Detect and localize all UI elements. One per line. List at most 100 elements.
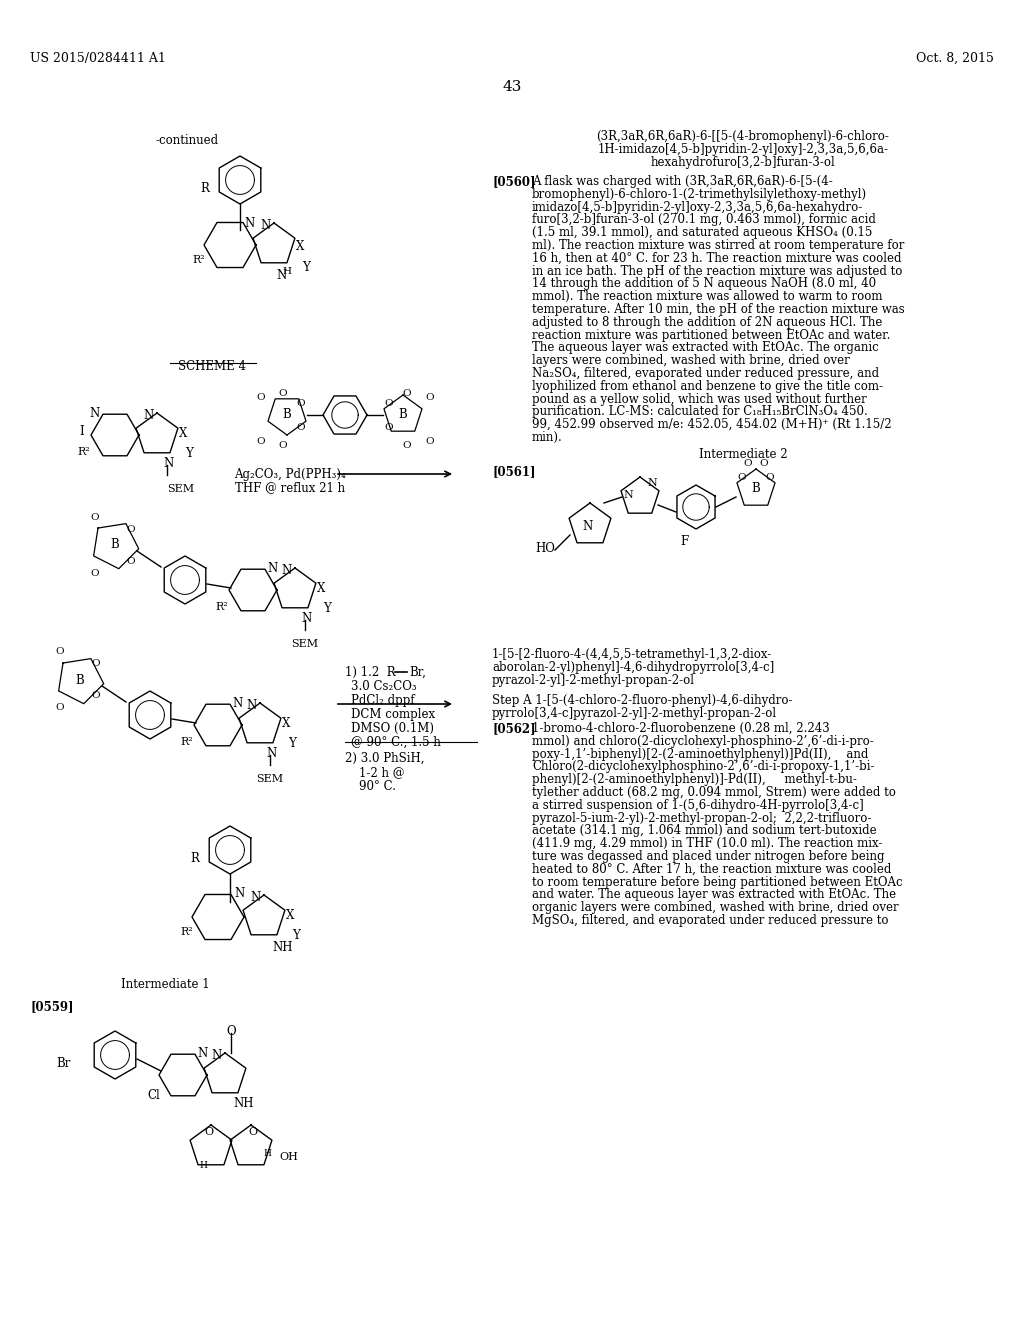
Text: O: O	[402, 389, 412, 399]
Text: and water. The aqueous layer was extracted with EtOAc. The: and water. The aqueous layer was extract…	[532, 888, 896, 902]
Text: Y: Y	[323, 602, 331, 615]
Text: O: O	[425, 437, 433, 446]
Text: Ag₂CO₃, Pd(PPH₃)₄: Ag₂CO₃, Pd(PPH₃)₄	[234, 469, 346, 480]
Text: THF @ reflux 21 h: THF @ reflux 21 h	[234, 480, 345, 494]
Text: R: R	[200, 182, 209, 195]
Text: Oct. 8, 2015: Oct. 8, 2015	[916, 51, 994, 65]
Text: X: X	[179, 426, 187, 440]
Text: SCHEME 4: SCHEME 4	[178, 360, 246, 374]
Text: O: O	[205, 1127, 214, 1137]
Text: The aqueous layer was extracted with EtOAc. The organic: The aqueous layer was extracted with EtO…	[532, 342, 879, 354]
Text: O: O	[385, 399, 393, 408]
Text: Y: Y	[302, 261, 310, 275]
Text: O: O	[297, 399, 305, 408]
Text: 1-[5-[2-fluoro-4-(4,4,5,5-tetramethyl-1,3,2-diox-: 1-[5-[2-fluoro-4-(4,4,5,5-tetramethyl-1,…	[492, 648, 772, 661]
Text: R²: R²	[180, 737, 193, 747]
Text: mmol) and chloro(2-dicyclohexyl-phosphino-2’,6’-di-i-pro-: mmol) and chloro(2-dicyclohexyl-phosphin…	[532, 735, 873, 748]
Text: N: N	[247, 700, 257, 711]
Text: R²: R²	[215, 602, 227, 612]
Text: layers were combined, washed with brine, dried over: layers were combined, washed with brine,…	[532, 354, 850, 367]
Text: O: O	[402, 441, 412, 450]
Text: 16 h, then at 40° C. for 23 h. The reaction mixture was cooled: 16 h, then at 40° C. for 23 h. The react…	[532, 252, 901, 265]
Text: X: X	[282, 717, 291, 730]
Text: acetate (314.1 mg, 1.064 mmol) and sodium tert-butoxide: acetate (314.1 mg, 1.064 mmol) and sodiu…	[532, 825, 877, 837]
Text: 1-bromo-4-chloro-2-fluorobenzene (0.28 ml, 2.243: 1-bromo-4-chloro-2-fluorobenzene (0.28 m…	[532, 722, 829, 735]
Text: N: N	[212, 1049, 222, 1063]
Text: pyrrolo[3,4-c]pyrazol-2-yl]-2-methyl-propan-2-ol: pyrrolo[3,4-c]pyrazol-2-yl]-2-methyl-pro…	[492, 708, 777, 719]
Text: F: F	[680, 535, 688, 548]
Text: N: N	[282, 564, 292, 577]
Text: MgSO₄, filtered, and evaporated under reduced pressure to: MgSO₄, filtered, and evaporated under re…	[532, 913, 889, 927]
Text: N: N	[163, 457, 173, 470]
Text: min).: min).	[532, 432, 563, 444]
Text: to room temperature before being partitioned between EtOAc: to room temperature before being partiti…	[532, 875, 902, 888]
Text: DCM complex: DCM complex	[351, 708, 435, 721]
Text: pound as a yellow solid, which was used without further: pound as a yellow solid, which was used …	[532, 392, 866, 405]
Text: N: N	[234, 887, 245, 900]
Text: B: B	[398, 408, 408, 421]
Text: SEM: SEM	[167, 484, 195, 494]
Text: N: N	[198, 1047, 208, 1060]
Text: a stirred suspension of 1-(5,6-dihydro-4H-pyrrolo[3,4-c]: a stirred suspension of 1-(5,6-dihydro-4…	[532, 799, 864, 812]
Text: 2) 3.0 PhSiH,: 2) 3.0 PhSiH,	[345, 752, 425, 766]
Text: ml). The reaction mixture was stirred at room temperature for: ml). The reaction mixture was stirred at…	[532, 239, 904, 252]
Text: O: O	[249, 1127, 258, 1137]
Text: O: O	[91, 569, 99, 578]
Text: X: X	[286, 909, 294, 921]
Text: N: N	[261, 219, 271, 232]
Text: mmol). The reaction mixture was allowed to warm to room: mmol). The reaction mixture was allowed …	[532, 290, 883, 304]
Text: O: O	[297, 422, 305, 432]
Text: Br,: Br,	[409, 667, 426, 678]
Text: (411.9 mg, 4.29 mmol) in THF (10.0 ml). The reaction mix-: (411.9 mg, 4.29 mmol) in THF (10.0 ml). …	[532, 837, 883, 850]
Text: SEM: SEM	[292, 639, 318, 649]
Text: pyrazol-2-yl]-2-methyl-propan-2-ol: pyrazol-2-yl]-2-methyl-propan-2-ol	[492, 675, 695, 686]
Text: 43: 43	[503, 81, 521, 94]
Text: NH: NH	[233, 1097, 254, 1110]
Text: 1-2 h @: 1-2 h @	[359, 766, 404, 779]
Text: [0559]: [0559]	[30, 1001, 74, 1012]
Text: A flask was charged with (3R,3aR,6R,6aR)-6-[5-(4-: A flask was charged with (3R,3aR,6R,6aR)…	[532, 176, 833, 187]
Text: N: N	[647, 478, 656, 488]
Text: OH: OH	[279, 1152, 298, 1162]
Text: -continued: -continued	[155, 135, 218, 147]
Text: N: N	[301, 612, 311, 624]
Text: X: X	[296, 240, 304, 253]
Text: poxy-1,1’-biphenyl)[2-(2-aminoethylphenyl)]Pd(II),    and: poxy-1,1’-biphenyl)[2-(2-aminoethylpheny…	[532, 747, 868, 760]
Text: pyrazol-5-ium-2-yl)-2-methyl-propan-2-ol;  2,2,2-trifluoro-: pyrazol-5-ium-2-yl)-2-methyl-propan-2-ol…	[532, 812, 871, 825]
Text: US 2015/0284411 A1: US 2015/0284411 A1	[30, 51, 166, 65]
Text: O: O	[743, 458, 753, 467]
Text: [0560]: [0560]	[492, 176, 536, 187]
Text: organic layers were combined, washed with brine, dried over: organic layers were combined, washed wit…	[532, 902, 899, 915]
Text: hexahydrofuro[3,2-b]furan-3-ol: hexahydrofuro[3,2-b]furan-3-ol	[650, 156, 836, 169]
Text: H: H	[263, 1148, 271, 1158]
Text: N: N	[144, 409, 155, 422]
Text: X: X	[317, 582, 326, 595]
Text: N: N	[90, 407, 100, 420]
Text: O: O	[279, 441, 288, 450]
Text: Y: Y	[288, 737, 296, 750]
Text: B: B	[283, 408, 292, 421]
Text: B: B	[76, 673, 84, 686]
Text: O: O	[55, 648, 65, 656]
Text: furo[3,2-b]furan-3-ol (270.1 mg, 0.463 mmol), formic acid: furo[3,2-b]furan-3-ol (270.1 mg, 0.463 m…	[532, 214, 876, 227]
Text: H: H	[199, 1162, 207, 1170]
Text: (1.5 ml, 39.1 mmol), and saturated aqueous KHSO₄ (0.15: (1.5 ml, 39.1 mmol), and saturated aqueo…	[532, 226, 872, 239]
Text: N: N	[276, 269, 287, 282]
Text: lyophilized from ethanol and benzene to give the title com-: lyophilized from ethanol and benzene to …	[532, 380, 883, 393]
Text: O: O	[55, 704, 65, 713]
Text: 1H-imidazo[4,5-b]pyridin-2-yl]oxy]-2,3,3a,5,6,6a-: 1H-imidazo[4,5-b]pyridin-2-yl]oxy]-2,3,3…	[597, 143, 889, 156]
Text: purification. LC-MS: calculated for C₁₈H₁₅BrClN₃O₄ 450.: purification. LC-MS: calculated for C₁₈H…	[532, 405, 867, 418]
Text: Cl: Cl	[147, 1089, 160, 1102]
Text: phenyl)[2-(2-aminoethylphenyl)]-Pd(II),     methyl-t-bu-: phenyl)[2-(2-aminoethylphenyl)]-Pd(II), …	[532, 774, 857, 787]
Text: SEM: SEM	[256, 774, 284, 784]
Text: 99, 452.99 observed m/e: 452.05, 454.02 (M+H)⁺ (Rt 1.15/2: 99, 452.99 observed m/e: 452.05, 454.02 …	[532, 418, 892, 432]
Text: O: O	[92, 692, 100, 701]
Text: N: N	[245, 216, 255, 230]
Text: Step A 1-[5-(4-chloro-2-fluoro-phenyl)-4,6-dihydro-: Step A 1-[5-(4-chloro-2-fluoro-phenyl)-4…	[492, 694, 793, 708]
Text: O: O	[91, 512, 99, 521]
Text: in an ice bath. The pH of the reaction mixture was adjusted to: in an ice bath. The pH of the reaction m…	[532, 264, 902, 277]
Text: Na₂SO₄, filtered, evaporated under reduced pressure, and: Na₂SO₄, filtered, evaporated under reduc…	[532, 367, 880, 380]
Text: Br: Br	[56, 1057, 71, 1071]
Text: temperature. After 10 min, the pH of the reaction mixture was: temperature. After 10 min, the pH of the…	[532, 304, 905, 315]
Text: HO: HO	[535, 543, 555, 554]
